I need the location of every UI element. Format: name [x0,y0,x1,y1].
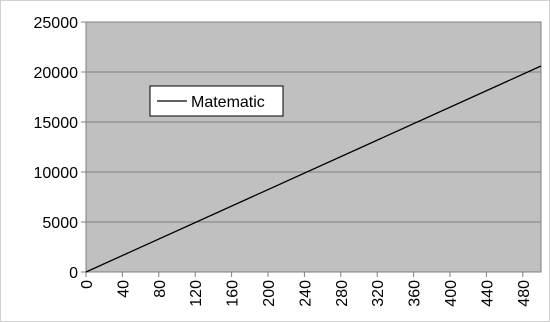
y-tick-label: 15000 [34,115,79,132]
series-line-matematic [85,65,542,273]
series-layer [85,65,542,273]
x-tick-label: 200 [261,280,278,307]
legend-label-matematic: Matematic [191,94,265,111]
x-axis: 0 40 80 120 160 200 240 280 320 360 400 440 480 [79,272,533,307]
y-tick-label: 25000 [34,15,79,32]
x-tick-label: 440 [479,280,496,307]
y-tick-label: 0 [69,265,78,282]
x-tick-label: 160 [225,280,242,307]
x-tick-label: 480 [516,280,533,307]
x-tick-label: 400 [443,280,460,307]
plot-area [85,21,542,273]
x-tick-label: 80 [152,280,169,298]
x-tick-label: 360 [407,280,424,307]
x-tick-label: 120 [188,280,205,307]
y-tick-label: 5000 [42,215,78,232]
y-tick-label: 10000 [34,165,79,182]
x-tick-label: 40 [115,280,132,298]
x-tick-label: 240 [297,280,314,307]
y-tick-label: 20000 [34,65,79,82]
gridlines [86,71,541,223]
y-axis: 0 5000 10000 15000 20000 25000 [34,15,86,282]
x-tick-label: 0 [79,280,96,289]
x-tick-label: 320 [370,280,387,307]
x-tick-label: 280 [334,280,351,307]
legend: Matematic [149,85,284,117]
